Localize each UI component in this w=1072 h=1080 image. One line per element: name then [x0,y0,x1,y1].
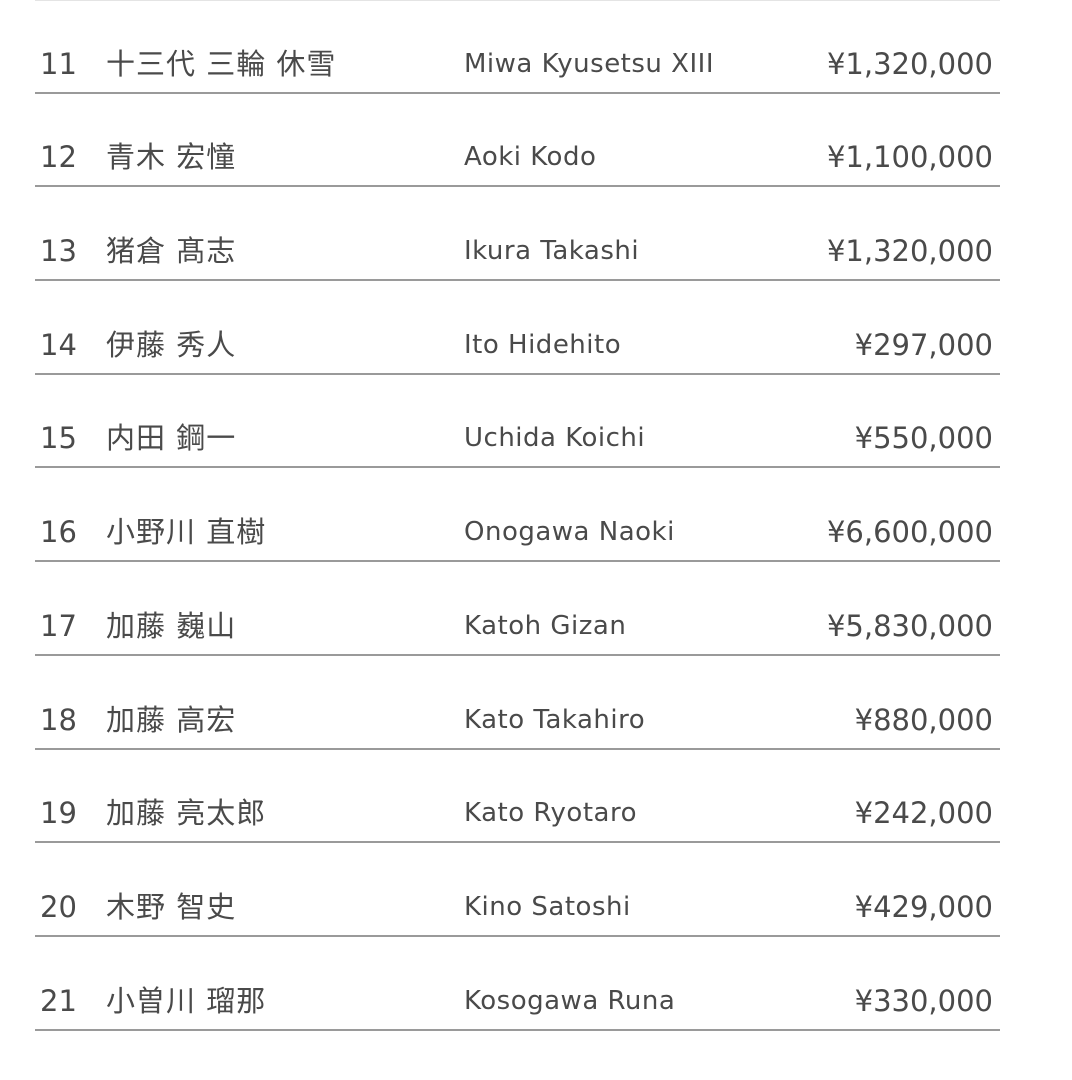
list-item: 16 小野川 直樹 Onogawa Naoki ¥6,600,000 [35,469,1000,563]
item-number: 21 [40,983,77,1018]
artist-name-romaji: Uchida Koichi [464,423,646,454]
item-number: 19 [40,796,77,831]
price: ¥1,100,000 [826,140,993,175]
price: ¥5,830,000 [826,608,993,643]
item-number: 17 [40,608,77,643]
list-item: 12 青木 宏憧 Aoki Kodo ¥1,100,000 [35,94,1000,188]
artist-name-japanese: 小曽川 瑠那 [106,983,267,1018]
price: ¥330,000 [854,983,993,1018]
artist-name-japanese: 小野川 直樹 [106,515,267,550]
artist-name-japanese: 十三代 三輪 休雪 [106,46,337,81]
item-number: 11 [40,46,77,81]
item-number: 20 [40,889,77,924]
artist-name-romaji: Onogawa Naoki [464,517,675,548]
artist-name-romaji: Ikura Takashi [464,236,640,267]
artist-name-romaji: Miwa Kyusetsu XIII [464,48,714,79]
artist-name-japanese: 加藤 巍山 [106,608,237,643]
list-item: 20 木野 智史 Kino Satoshi ¥429,000 [35,843,1000,937]
price: ¥6,600,000 [826,515,993,550]
artist-name-romaji: Katoh Gizan [464,610,627,641]
artist-name-japanese: 猪倉 髙志 [106,234,237,269]
artist-name-romaji: Kato Takahiro [464,704,646,735]
price: ¥880,000 [854,702,993,737]
artist-name-romaji: Kosogawa Runa [464,985,676,1016]
price: ¥550,000 [854,421,993,456]
list-item: 11 十三代 三輪 休雪 Miwa Kyusetsu XIII ¥1,320,000 [35,0,1000,94]
artist-name-romaji: Aoki Kodo [464,142,597,173]
artist-name-japanese: 伊藤 秀人 [106,327,237,362]
list-item: 13 猪倉 髙志 Ikura Takashi ¥1,320,000 [35,187,1000,282]
price: ¥242,000 [854,796,993,831]
item-number: 15 [40,421,77,456]
item-number: 14 [40,327,77,362]
price: ¥1,320,000 [826,46,993,81]
artist-name-romaji: Ito Hidehito [464,329,622,360]
item-number: 13 [40,234,77,269]
list-item: 14 伊藤 秀人 Ito Hidehito ¥297,000 [35,281,1000,375]
artist-name-romaji: Kato Ryotaro [464,798,637,829]
artist-name-japanese: 青木 宏憧 [106,140,237,175]
price: ¥429,000 [854,889,993,924]
list-item: 17 加藤 巍山 Katoh Gizan ¥5,830,000 [35,562,1000,656]
item-number: 12 [40,140,77,175]
list-item: 19 加藤 亮太郎 Kato Ryotaro ¥242,000 [35,750,1000,844]
price: ¥1,320,000 [826,234,993,269]
list-item: 18 加藤 高宏 Kato Takahiro ¥880,000 [35,656,1000,750]
artist-name-romaji: Kino Satoshi [464,891,631,922]
price: ¥297,000 [854,327,993,362]
list-item: 21 小曽川 瑠那 Kosogawa Runa ¥330,000 [35,937,1000,1031]
artist-name-japanese: 加藤 高宏 [106,702,237,737]
artist-name-japanese: 内田 鋼一 [106,421,237,456]
top-divider [35,0,1000,1]
artist-name-japanese: 木野 智史 [106,889,237,924]
item-number: 18 [40,702,77,737]
item-number: 16 [40,515,77,550]
artist-name-japanese: 加藤 亮太郎 [106,796,267,831]
list-item: 15 内田 鋼一 Uchida Koichi ¥550,000 [35,375,1000,469]
